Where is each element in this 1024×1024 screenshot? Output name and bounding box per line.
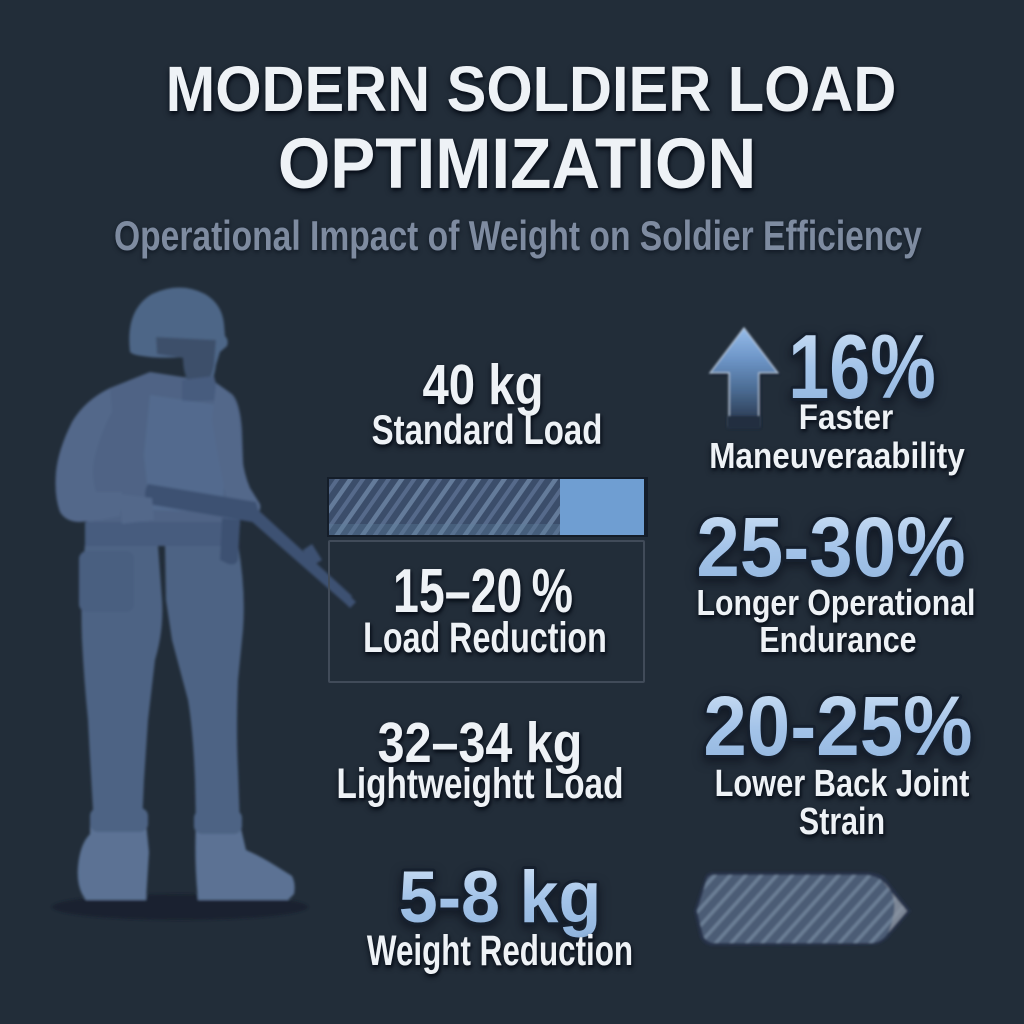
svg-text:20-25%: 20-25% (703, 680, 972, 773)
svg-text:25-30%: 25-30% (696, 501, 965, 594)
svg-text:5-8 kg: 5-8 kg (399, 857, 602, 939)
svg-text:16%: 16% (788, 316, 936, 418)
